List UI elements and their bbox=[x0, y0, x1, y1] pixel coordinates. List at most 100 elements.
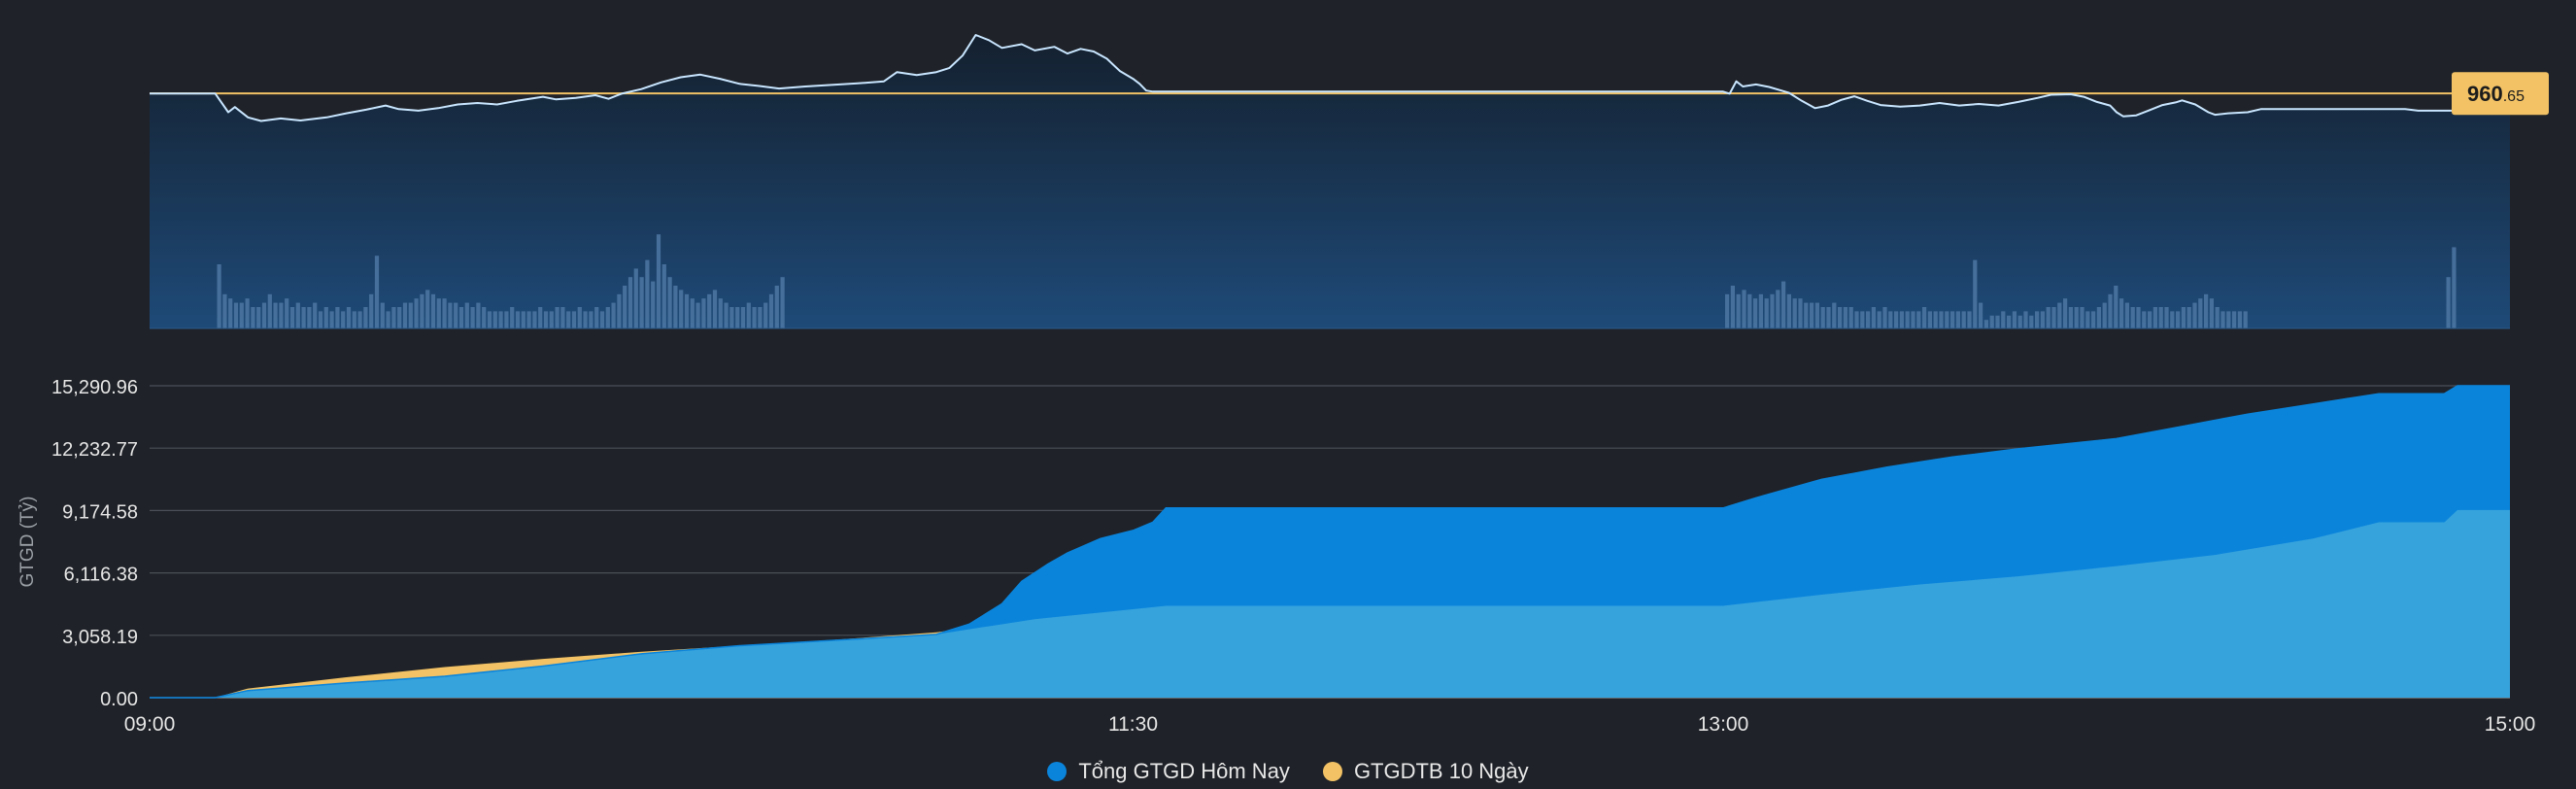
volume-bar-92 bbox=[735, 307, 740, 328]
volume-bar-141 bbox=[1950, 311, 1955, 328]
volume-bar-81 bbox=[673, 286, 678, 328]
volume-bar-159 bbox=[2051, 307, 2056, 328]
reference-value-badge bbox=[2452, 72, 2549, 116]
volume-bar-72 bbox=[623, 286, 627, 328]
volume-bar-86 bbox=[701, 298, 706, 328]
volume-bar-193 bbox=[2243, 311, 2248, 328]
volume-bar-82 bbox=[679, 290, 684, 328]
volume-bar-178 bbox=[2158, 307, 2163, 328]
volume-bar-63 bbox=[571, 311, 577, 328]
volume-bar-173 bbox=[2130, 307, 2135, 328]
volume-bar-94 bbox=[746, 302, 751, 328]
volume-bar-112 bbox=[1786, 293, 1791, 328]
volume-bar-5 bbox=[245, 298, 250, 328]
volume-bar-153 bbox=[2017, 315, 2022, 328]
volume-bar-79 bbox=[661, 264, 666, 328]
volume-bar-30 bbox=[386, 311, 390, 328]
y-tick-label-0: 0.00 bbox=[100, 689, 138, 710]
volume-bar-164 bbox=[2080, 307, 2085, 328]
legend-label: GTGDTB 10 Ngày bbox=[1353, 759, 1529, 783]
volume-bar-185 bbox=[2198, 298, 2203, 328]
x-tick-label-2: 13:00 bbox=[1698, 713, 1749, 736]
volume-bar-19 bbox=[323, 307, 328, 328]
volume-bar-169 bbox=[2108, 293, 2113, 328]
volume-bar-111 bbox=[1781, 281, 1786, 328]
volume-bar-191 bbox=[2232, 311, 2237, 328]
volume-bar-23 bbox=[346, 307, 352, 328]
volume-bar-52 bbox=[510, 307, 515, 328]
volume-bar-101 bbox=[1725, 293, 1730, 328]
volume-bar-161 bbox=[2063, 298, 2068, 328]
volume-bar-2 bbox=[228, 298, 233, 328]
volume-bar-152 bbox=[2012, 311, 2017, 328]
legend-swatch-icon bbox=[1322, 762, 1342, 781]
price-area bbox=[150, 35, 2510, 328]
volume-bar-146 bbox=[1979, 302, 1983, 328]
volume-bar-44 bbox=[464, 302, 469, 328]
volume-bar-70 bbox=[611, 302, 616, 328]
volume-bar-142 bbox=[1955, 311, 1960, 328]
volume-bar-77 bbox=[651, 281, 656, 328]
volume-bar-181 bbox=[2176, 311, 2181, 328]
volume-bar-192 bbox=[2237, 311, 2242, 328]
volume-bar-130 bbox=[1888, 311, 1893, 328]
volume-bar-84 bbox=[690, 298, 695, 328]
volume-bar-183 bbox=[2186, 307, 2191, 328]
volume-bar-190 bbox=[2226, 311, 2231, 328]
volume-bar-73 bbox=[627, 277, 633, 328]
volume-bar-31 bbox=[391, 307, 396, 328]
volume-bar-24 bbox=[352, 311, 356, 328]
volume-bar-60 bbox=[555, 307, 559, 328]
volume-bar-22 bbox=[341, 311, 346, 328]
volume-bar-48 bbox=[487, 311, 492, 328]
volume-bar-139 bbox=[1939, 311, 1944, 328]
volume-bar-157 bbox=[2040, 311, 2045, 328]
volume-bar-167 bbox=[2096, 307, 2101, 328]
y-tick-label-1: 3,058.19 bbox=[62, 627, 138, 648]
volume-bar-135 bbox=[1916, 311, 1921, 328]
volume-bar-46 bbox=[476, 302, 481, 328]
volume-bar-37 bbox=[425, 290, 430, 328]
volume-bar-107 bbox=[1758, 293, 1763, 328]
volume-bar-184 bbox=[2192, 302, 2197, 328]
volume-bar-9 bbox=[267, 293, 272, 328]
volume-bar-18 bbox=[318, 311, 323, 328]
volume-bar-13 bbox=[289, 307, 295, 328]
volume-bar-106 bbox=[1753, 298, 1758, 328]
volume-bar-40 bbox=[442, 298, 447, 328]
volume-bar-93 bbox=[740, 307, 746, 328]
volume-bar-99 bbox=[774, 286, 779, 328]
volume-bar-158 bbox=[2046, 307, 2051, 328]
volume-bar-69 bbox=[605, 307, 610, 328]
volume-bar-134 bbox=[1911, 311, 1915, 328]
legend-item-10day-average[interactable]: GTGDTB 10 Ngày bbox=[1322, 759, 1529, 784]
volume-bar-14 bbox=[295, 302, 300, 328]
volume-bar-3 bbox=[233, 302, 239, 328]
volume-bar-115 bbox=[1804, 302, 1809, 328]
volume-bar-100 bbox=[780, 277, 785, 328]
volume-bar-132 bbox=[1899, 311, 1904, 328]
volume-bar-12 bbox=[285, 298, 289, 328]
volume-bar-108 bbox=[1764, 298, 1769, 328]
volume-bar-32 bbox=[397, 307, 402, 328]
volume-bar-166 bbox=[2091, 311, 2096, 328]
volume-bar-160 bbox=[2057, 302, 2062, 328]
y-tick-label-4: 12,232.77 bbox=[51, 439, 138, 461]
volume-bar-97 bbox=[763, 302, 768, 328]
volume-bar-179 bbox=[2164, 307, 2169, 328]
volume-bar-43 bbox=[458, 307, 464, 328]
y-axis-label: GTGD (Tỷ) bbox=[17, 497, 38, 588]
volume-bar-20 bbox=[329, 311, 334, 328]
volume-bar-121 bbox=[1838, 307, 1843, 328]
volume-bar-87 bbox=[707, 293, 712, 328]
volume-bar-194 bbox=[2446, 277, 2451, 328]
volume-bar-113 bbox=[1792, 298, 1797, 328]
volume-bar-116 bbox=[1810, 302, 1814, 328]
volume-bar-189 bbox=[2220, 311, 2225, 328]
volume-bar-21 bbox=[335, 307, 340, 328]
legend-item-today-value[interactable]: Tổng GTGD Hôm Nay bbox=[1047, 759, 1290, 784]
volume-bar-176 bbox=[2148, 311, 2152, 328]
volume-bar-140 bbox=[1945, 311, 1949, 328]
volume-bar-104 bbox=[1742, 290, 1746, 328]
volume-bar-26 bbox=[363, 307, 368, 328]
